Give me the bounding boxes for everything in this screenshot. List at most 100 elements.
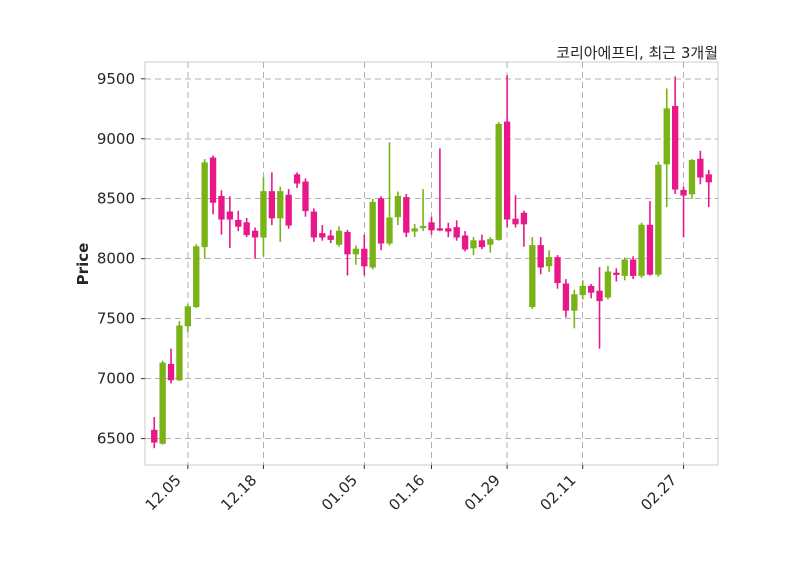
- candlestick: [646, 201, 654, 276]
- candlestick: [419, 189, 427, 232]
- candle-body: [680, 189, 687, 196]
- candlestick: [369, 198, 376, 270]
- candlestick: [386, 142, 393, 246]
- y-tick-label: 7500: [97, 310, 135, 328]
- candlestick: [604, 265, 612, 300]
- candle-body: [167, 363, 175, 381]
- candle-body: [352, 248, 360, 255]
- candlestick: [663, 88, 670, 208]
- candlestick: [638, 222, 645, 278]
- candle-body: [411, 228, 418, 232]
- candle-body: [302, 181, 309, 212]
- candlestick: [218, 190, 225, 235]
- candle-body: [629, 259, 637, 276]
- candle-body: [344, 231, 351, 255]
- candle-body: [394, 195, 402, 218]
- candlestick: [201, 159, 208, 259]
- candlestick: [226, 196, 234, 248]
- candlestick: [461, 231, 469, 252]
- candle-body: [579, 285, 586, 296]
- candlestick: [310, 208, 318, 242]
- candle-body: [176, 325, 183, 381]
- candlestick: [579, 280, 586, 300]
- candlestick: [327, 229, 334, 244]
- candlestick: [680, 186, 687, 238]
- candle-body: [512, 218, 519, 225]
- y-tick-label: 7000: [97, 370, 135, 388]
- candlestick: [495, 121, 502, 241]
- candle-body: [688, 159, 696, 195]
- candlestick: [453, 220, 460, 241]
- candle-body: [193, 246, 200, 308]
- candle-body: [361, 248, 368, 267]
- candle-body: [327, 235, 334, 240]
- candle-body: [495, 123, 502, 240]
- y-axis-label: Price: [74, 243, 92, 286]
- candle-body: [655, 164, 662, 275]
- candle-body: [285, 194, 292, 226]
- candle-body: [537, 245, 544, 268]
- candlestick: [159, 360, 166, 445]
- candlestick: [285, 189, 292, 229]
- candle-body: [587, 285, 595, 293]
- candlestick: [151, 417, 158, 449]
- candlestick: [411, 223, 418, 238]
- candle-body: [470, 240, 477, 249]
- y-tick-label: 8500: [97, 190, 135, 208]
- candle-body: [428, 222, 435, 231]
- candle-body: [705, 174, 712, 183]
- candlestick: [470, 237, 477, 256]
- candle-body: [697, 158, 704, 178]
- candlestick: [394, 191, 402, 226]
- candlestick: [260, 177, 267, 257]
- candlestick-series: [151, 75, 712, 449]
- candle-body: [545, 257, 553, 267]
- candlestick: [176, 321, 183, 382]
- candlestick: [705, 169, 712, 208]
- candlestick: [335, 226, 343, 247]
- candle-body: [226, 211, 234, 220]
- candlestick: [554, 255, 561, 289]
- candle-body: [604, 271, 612, 298]
- y-axis-tick-labels: 6500 7000 7500 8000 8500 9000 9500: [97, 70, 145, 448]
- candle-body: [151, 429, 158, 443]
- candlestick: [596, 267, 603, 349]
- candlestick: [184, 304, 192, 332]
- candlestick: [529, 237, 536, 310]
- candle-body: [277, 191, 284, 219]
- y-tick-label: 9000: [97, 130, 135, 148]
- candle-body: [596, 290, 603, 302]
- candlestick: [293, 172, 301, 188]
- candlestick: [193, 244, 200, 308]
- candle-body: [562, 283, 570, 311]
- candle-body: [445, 228, 452, 232]
- candle-body: [554, 257, 561, 284]
- chart-title: 코리아에프티, 최근 3개월: [556, 44, 718, 62]
- y-tick-label: 6500: [97, 430, 135, 448]
- candle-body: [671, 105, 679, 190]
- candle-body: [235, 219, 242, 227]
- candlestick: [251, 227, 259, 259]
- candle-body: [319, 233, 326, 238]
- candle-body: [268, 191, 276, 219]
- candlestick: [302, 178, 309, 217]
- candle-body: [461, 235, 469, 250]
- candle-body: [621, 259, 628, 276]
- y-tick-label: 9500: [97, 70, 135, 88]
- candle-body: [646, 224, 654, 275]
- candlestick: [319, 225, 326, 241]
- candlestick: [344, 229, 351, 276]
- candlestick: [655, 161, 662, 277]
- candle-body: [638, 224, 645, 276]
- candle-body: [251, 230, 259, 238]
- candle-body: [386, 217, 393, 244]
- candle-body: [184, 306, 192, 327]
- candle-body: [571, 294, 578, 311]
- y-tick-label: 8000: [97, 250, 135, 268]
- candlestick: [613, 268, 620, 282]
- candle-body: [377, 198, 385, 244]
- candle-body: [453, 227, 460, 238]
- candlestick: [377, 196, 385, 251]
